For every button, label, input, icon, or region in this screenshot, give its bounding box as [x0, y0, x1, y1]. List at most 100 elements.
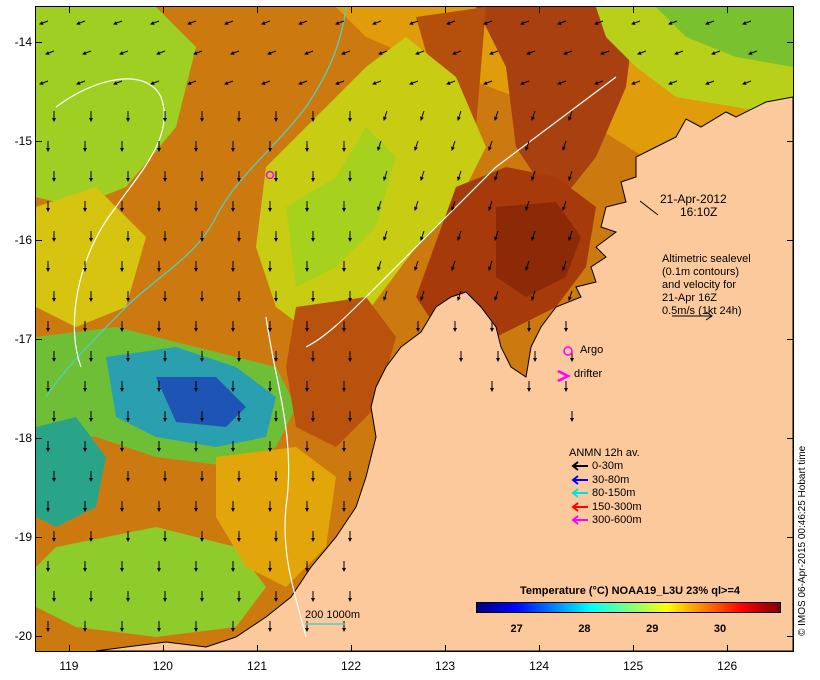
- lat-tick-mark: [36, 239, 42, 241]
- lon-tick-label: 122: [341, 659, 362, 673]
- colorbar: [476, 602, 781, 613]
- lon-tick-mark: [633, 7, 635, 13]
- velocity-arrow: [494, 230, 499, 241]
- altimetry-contour-east: [305, 76, 617, 348]
- date-pointer: [640, 200, 659, 216]
- legend-item-label: 150-300m: [592, 500, 642, 513]
- lat-tick-label: -18: [14, 430, 32, 445]
- velocity-arrow: [156, 50, 166, 55]
- velocity-arrow: [451, 200, 456, 211]
- lat-tick-mark: [787, 437, 793, 439]
- velocity-arrow: [224, 20, 234, 25]
- argo-float-marker: [265, 170, 275, 180]
- velocity-arrow: [483, 20, 493, 25]
- velocity-arrow: [674, 50, 684, 55]
- velocity-arrow: [341, 50, 351, 55]
- lat-tick-mark: [787, 239, 793, 241]
- velocity-arrow: [520, 80, 530, 85]
- velocity-arrow: [420, 290, 425, 301]
- velocity-arrow: [372, 80, 382, 85]
- velocity-arrow: [298, 80, 308, 85]
- velocity-arrow: [335, 20, 345, 25]
- velocity-arrow: [414, 200, 419, 211]
- velocity-arrow: [488, 200, 493, 211]
- legend-arrow-icon: [571, 488, 588, 498]
- lat-tick-label: -14: [14, 34, 32, 49]
- velocity-arrow: [531, 230, 536, 241]
- velocity-arrow: [668, 80, 678, 85]
- velocity-arrow: [457, 170, 462, 181]
- lat-tick-mark: [787, 537, 793, 539]
- lon-tick-mark: [256, 7, 258, 13]
- velocity-arrow: [446, 20, 456, 25]
- lat-tick-mark: [36, 41, 42, 43]
- velocity-arrow: [742, 80, 752, 85]
- argo-label: Argo: [580, 344, 604, 356]
- velocity-arrows: [39, 20, 758, 632]
- lon-tick-label: 120: [152, 659, 173, 673]
- altimetry-line-1: Altimetric sealevel: [662, 253, 751, 265]
- lon-tick-mark: [351, 645, 353, 651]
- drifter-label: drifter: [574, 368, 603, 380]
- velocity-arrow: [457, 230, 462, 241]
- velocity-arrow: [298, 20, 308, 25]
- velocity-arrow: [377, 260, 382, 271]
- velocity-arrow: [668, 20, 678, 25]
- legend-item-label: 300-600m: [592, 514, 642, 526]
- scale-arrow-icon: [672, 311, 713, 321]
- lat-tick-mark: [36, 437, 42, 439]
- velocity-arrow: [594, 20, 604, 25]
- velocity-arrow: [526, 50, 536, 55]
- legend-arrow-icon: [571, 515, 588, 525]
- velocity-arrow: [150, 20, 160, 25]
- lon-tick-mark: [68, 7, 70, 13]
- velocity-arrow: [494, 290, 499, 301]
- velocity-arrow: [230, 50, 240, 55]
- velocity-arrow: [409, 20, 419, 25]
- velocity-arrow: [409, 80, 419, 85]
- land-mass: [95, 96, 793, 651]
- lon-tick-mark: [68, 645, 70, 651]
- lat-tick-mark: [787, 636, 793, 638]
- altimetry-line-5: 0.5m/s (1kt 24h): [662, 305, 742, 317]
- velocity-arrow: [150, 80, 160, 85]
- lat-tick-label: -20: [14, 629, 32, 644]
- velocity-arrow: [705, 80, 715, 85]
- velocity-arrow: [631, 80, 641, 85]
- lat-tick-mark: [36, 636, 42, 638]
- velocity-arrow: [457, 290, 462, 301]
- velocity-arrow: [415, 50, 425, 55]
- altimetry-line-4: 21-Apr 16Z: [662, 292, 718, 304]
- velocity-arrow: [451, 260, 456, 271]
- altimetry-line-3: and velocity for: [662, 279, 736, 291]
- velocity-arrow: [451, 140, 456, 151]
- velocity-arrow: [119, 50, 129, 55]
- velocity-arrow: [452, 50, 462, 55]
- velocity-arrow: [711, 50, 721, 55]
- lon-tick-mark: [256, 645, 258, 651]
- lat-tick-mark: [36, 537, 42, 539]
- isobath-label: 200 1000m: [305, 609, 361, 621]
- colorbar-tick-label: 27: [510, 623, 523, 635]
- velocity-arrow: [383, 290, 388, 301]
- velocity-arrow: [742, 20, 752, 25]
- velocity-arrow: [82, 50, 92, 55]
- velocity-arrow: [489, 50, 499, 55]
- lon-tick-label: 121: [246, 659, 267, 673]
- lon-tick-mark: [539, 7, 541, 13]
- lon-tick-label: 124: [529, 659, 550, 673]
- velocity-arrow: [377, 140, 382, 151]
- velocity-arrow: [446, 80, 456, 85]
- velocity-arrow: [748, 50, 758, 55]
- lon-tick-label: 123: [435, 659, 456, 673]
- legend-item-label: 80-150m: [592, 487, 636, 499]
- velocity-arrow: [372, 20, 382, 25]
- legend-arrow-icon: [571, 474, 588, 485]
- velocity-arrow: [494, 170, 499, 181]
- legend-item-label: 0-30m: [592, 460, 624, 472]
- lat-tick-mark: [787, 41, 793, 43]
- velocity-arrow: [187, 80, 197, 85]
- velocity-arrow: [488, 260, 493, 271]
- velocity-arrow: [39, 20, 49, 25]
- colorbar-tick-label: 30: [713, 623, 727, 635]
